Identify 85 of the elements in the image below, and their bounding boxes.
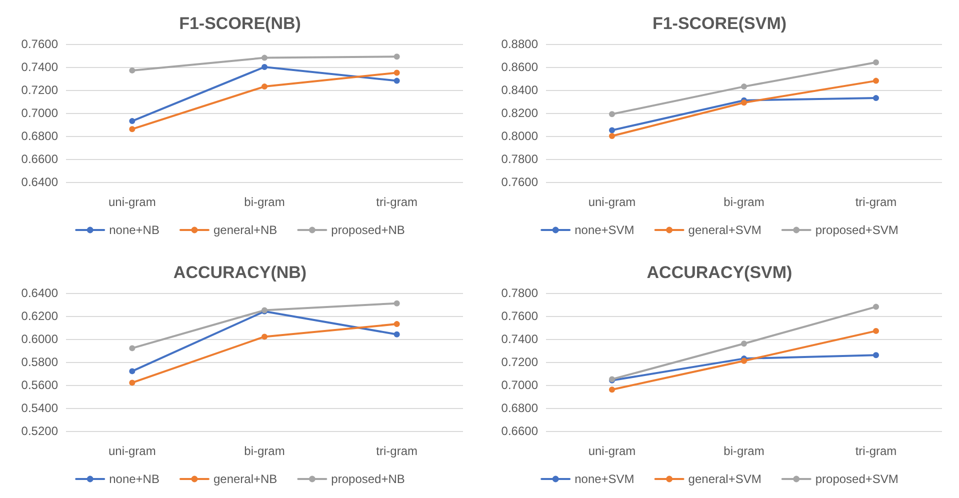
legend-label: none+SVM xyxy=(574,472,634,486)
x-tick-label: uni-gram xyxy=(588,195,636,209)
y-tick-label: 0.7600 xyxy=(501,175,538,189)
y-tick-label: 0.8400 xyxy=(501,83,538,97)
x-tick-label: tri-gram xyxy=(376,444,418,458)
y-tick-label: 0.7400 xyxy=(501,332,538,346)
y-tick-label: 0.6600 xyxy=(21,152,58,166)
x-tick-label: bi-gram xyxy=(724,195,764,209)
x-tick-label: tri-gram xyxy=(855,195,897,209)
point xyxy=(129,345,136,352)
y-tick-label: 0.7600 xyxy=(21,37,58,51)
point xyxy=(129,380,136,386)
y-tick-label: 0.6400 xyxy=(21,286,58,300)
y-tick-label: 0.8600 xyxy=(501,60,538,74)
point xyxy=(394,54,400,60)
point xyxy=(609,386,615,393)
y-tick-label: 0.6000 xyxy=(21,332,58,346)
x-tick-label: uni-gram xyxy=(108,195,156,209)
point xyxy=(262,334,268,340)
legend-label: general+NB xyxy=(213,472,278,486)
point xyxy=(394,300,400,306)
point xyxy=(262,64,268,70)
point xyxy=(394,70,400,76)
x-tick-label: bi-gram xyxy=(724,444,764,458)
legend-label: proposed+SVM xyxy=(815,223,898,237)
point xyxy=(609,111,615,118)
point xyxy=(873,59,879,66)
y-tick-label: 0.8800 xyxy=(501,37,538,51)
y-tick-label: 0.8000 xyxy=(501,129,538,143)
point xyxy=(394,78,400,84)
point xyxy=(741,340,747,347)
point xyxy=(129,368,136,374)
point xyxy=(394,321,400,328)
chart-title: ACCURACY(SVM) xyxy=(646,263,792,282)
legend-label: proposed+SVM xyxy=(815,472,898,486)
y-tick-label: 0.7400 xyxy=(21,60,58,74)
y-tick-label: 0.8200 xyxy=(501,106,538,120)
point xyxy=(394,331,400,338)
point xyxy=(873,95,879,102)
legend-label: none+NB xyxy=(109,223,160,237)
x-tick-label: bi-gram xyxy=(244,195,285,209)
point xyxy=(873,78,879,84)
point xyxy=(262,84,268,90)
x-tick-label: tri-gram xyxy=(376,195,418,209)
point xyxy=(262,54,268,61)
legend-label: none+NB xyxy=(109,472,160,486)
y-tick-label: 0.7000 xyxy=(501,378,538,392)
y-tick-label: 0.7800 xyxy=(501,152,538,166)
x-tick-label: tri-gram xyxy=(855,444,897,458)
point xyxy=(873,328,879,334)
chart-title: ACCURACY(NB) xyxy=(173,263,307,282)
point xyxy=(609,127,615,134)
y-tick-label: 0.7200 xyxy=(501,355,538,369)
point xyxy=(609,133,615,139)
legend-label: general+SVM xyxy=(688,472,762,486)
y-tick-label: 0.7000 xyxy=(21,106,58,120)
y-tick-label: 0.6800 xyxy=(21,129,58,143)
chart-title: F1-SCORE(NB) xyxy=(179,14,301,33)
y-tick-label: 0.6600 xyxy=(501,424,538,438)
x-tick-label: uni-gram xyxy=(108,444,156,458)
legend-label: none+SVM xyxy=(574,223,634,237)
point xyxy=(741,84,747,90)
y-tick-label: 0.5400 xyxy=(21,401,58,415)
legend-label: general+NB xyxy=(213,223,278,237)
point xyxy=(741,100,747,106)
legend-label: proposed+NB xyxy=(331,472,405,486)
x-tick-label: bi-gram xyxy=(244,444,285,458)
y-tick-label: 0.5200 xyxy=(21,424,58,438)
x-tick-label: uni-gram xyxy=(588,444,636,458)
point xyxy=(873,304,879,310)
legend-label: proposed+NB xyxy=(331,223,405,237)
point xyxy=(873,352,879,358)
y-tick-label: 0.5600 xyxy=(21,378,58,392)
y-tick-label: 0.7200 xyxy=(21,83,58,97)
y-tick-label: 0.6800 xyxy=(501,401,538,415)
y-tick-label: 0.6400 xyxy=(21,175,58,189)
legend-label: general+SVM xyxy=(688,223,762,237)
point xyxy=(129,67,136,74)
point xyxy=(129,118,136,124)
chart-title: F1-SCORE(SVM) xyxy=(652,14,787,33)
y-tick-label: 0.7600 xyxy=(501,309,538,323)
y-tick-label: 0.5800 xyxy=(21,355,58,369)
y-tick-label: 0.6200 xyxy=(21,309,58,323)
point xyxy=(129,126,136,132)
y-tick-label: 0.7800 xyxy=(501,286,538,300)
